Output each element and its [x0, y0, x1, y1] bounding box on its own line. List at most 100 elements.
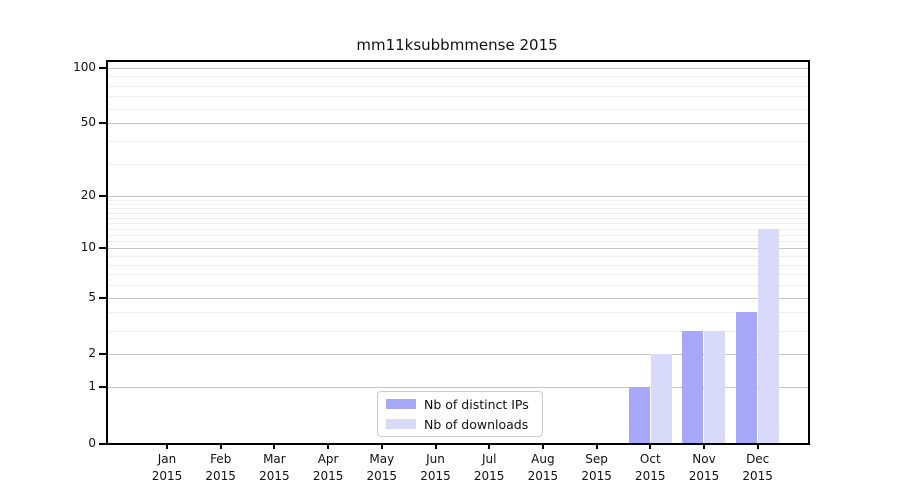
- y-tick-label: 0: [88, 435, 96, 450]
- legend-item-distinct-ips: Nb of distinct IPs: [386, 397, 542, 412]
- x-tick-month: May: [369, 452, 395, 466]
- y-tick-label: 2: [88, 346, 96, 360]
- bar-distinct-ips: [628, 387, 650, 443]
- x-tick-year: 2015: [473, 469, 505, 483]
- gridline-major: [108, 387, 808, 389]
- x-tick-year: 2015: [259, 469, 290, 483]
- gridline-major: [108, 354, 808, 355]
- x-tick: [488, 443, 491, 449]
- gridline-minor: [108, 330, 808, 332]
- y-tick: [99, 353, 107, 355]
- gridline-major: [108, 297, 808, 299]
- gridline-minor: [108, 108, 808, 110]
- x-tick-label: Feb 2015: [193, 451, 249, 485]
- x-tick-label: Oct 2015: [622, 451, 678, 485]
- gridline-minor: [108, 96, 808, 98]
- y-tick-label: 100: [73, 59, 96, 74]
- x-tick: [380, 443, 383, 449]
- y-tick-label: 5: [88, 289, 96, 304]
- gridline-minor: [108, 203, 808, 205]
- y-tick: [99, 442, 107, 445]
- gridline-minor: [108, 212, 808, 214]
- y-tick: [99, 194, 107, 197]
- x-tick-label: May 2015: [354, 451, 410, 485]
- x-tick-label: Aug 2015: [515, 451, 571, 485]
- x-tick-label: Sep 2015: [569, 451, 625, 485]
- legend: Nb of distinct IPs Nb of downloads: [377, 391, 543, 437]
- chart-title: mm11ksubbmmense 2015: [356, 36, 558, 54]
- gridline-minor: [108, 228, 808, 230]
- x-tick-label: Jun 2015: [408, 451, 464, 485]
- gridline-major: [108, 123, 808, 125]
- x-tick-year: 2015: [742, 469, 773, 483]
- gridline-minor: [108, 274, 808, 276]
- legend-item-downloads: Nb of downloads: [386, 417, 542, 432]
- bar-distinct-ips: [736, 312, 757, 443]
- x-tick-month: Sep: [585, 452, 608, 466]
- x-tick-year: 2015: [151, 469, 183, 483]
- x-tick: [327, 443, 330, 449]
- legend-label-distinct-ips: Nb of distinct IPs: [424, 396, 529, 412]
- legend-swatch-distinct-ips: [386, 399, 416, 409]
- gridline-minor: [108, 241, 808, 243]
- x-tick: [595, 443, 598, 449]
- gridline-minor: [108, 76, 808, 78]
- gridline-major: [108, 248, 808, 250]
- x-tick-month: Apr: [317, 452, 339, 466]
- x-tick-year: 2015: [420, 469, 451, 483]
- gridline-major: [108, 195, 808, 197]
- gridline-minor: [108, 85, 808, 87]
- x-tick-year: 2015: [366, 469, 398, 483]
- gridline-minor: [108, 199, 808, 201]
- bar-distinct-ips: [682, 330, 704, 443]
- y-tick: [99, 122, 107, 125]
- x-tick-month: Oct: [639, 452, 661, 466]
- gridline-minor: [108, 141, 808, 143]
- gridline-minor: [108, 256, 808, 257]
- x-tick-month: Jan: [157, 452, 177, 466]
- x-tick-month: Feb: [210, 452, 232, 466]
- x-tick-label: Mar 2015: [246, 451, 302, 485]
- gridline-minor: [108, 163, 808, 165]
- x-tick-label: Dec 2015: [730, 451, 786, 485]
- x-tick-year: 2015: [312, 469, 344, 483]
- gridline-minor: [108, 208, 808, 210]
- x-tick-year: 2015: [527, 469, 559, 483]
- x-tick: [273, 443, 276, 449]
- x-tick: [649, 443, 652, 449]
- y-tick: [99, 247, 107, 250]
- x-tick-year: 2015: [205, 469, 236, 483]
- x-tick: [434, 443, 437, 449]
- bar-downloads: [650, 354, 672, 443]
- y-tick-label: 20: [80, 187, 96, 202]
- gridline-minor: [108, 217, 808, 219]
- x-tick: [756, 443, 759, 449]
- x-tick: [166, 443, 168, 449]
- y-tick-label: 10: [80, 240, 96, 255]
- y-tick-label: 1: [88, 379, 96, 394]
- x-tick: [219, 443, 222, 449]
- gridline-major: [108, 67, 808, 69]
- x-tick-month: Nov: [692, 452, 716, 466]
- gridline-minor: [108, 234, 808, 236]
- gridline-minor: [108, 264, 808, 266]
- x-tick-month: Mar: [263, 452, 286, 466]
- gridline-minor: [108, 223, 808, 224]
- x-tick-month: Dec: [746, 452, 770, 466]
- gridline-minor: [108, 285, 808, 286]
- x-tick: [541, 443, 544, 449]
- gridline-minor: [108, 312, 808, 314]
- legend-swatch-downloads: [386, 419, 416, 429]
- y-tick: [99, 66, 107, 69]
- x-tick-year: 2015: [688, 469, 720, 483]
- y-tick-label: 50: [80, 115, 96, 130]
- x-tick-label: Jan 2015: [139, 451, 195, 485]
- x-tick-label: Jul 2015: [461, 451, 517, 485]
- bar-downloads: [758, 228, 779, 443]
- y-tick: [99, 296, 107, 299]
- legend-label-downloads: Nb of downloads: [424, 416, 529, 432]
- x-tick-label: Nov 2015: [676, 451, 732, 485]
- x-tick-label: Apr 2015: [300, 451, 356, 485]
- x-tick-month: Jul: [481, 452, 497, 466]
